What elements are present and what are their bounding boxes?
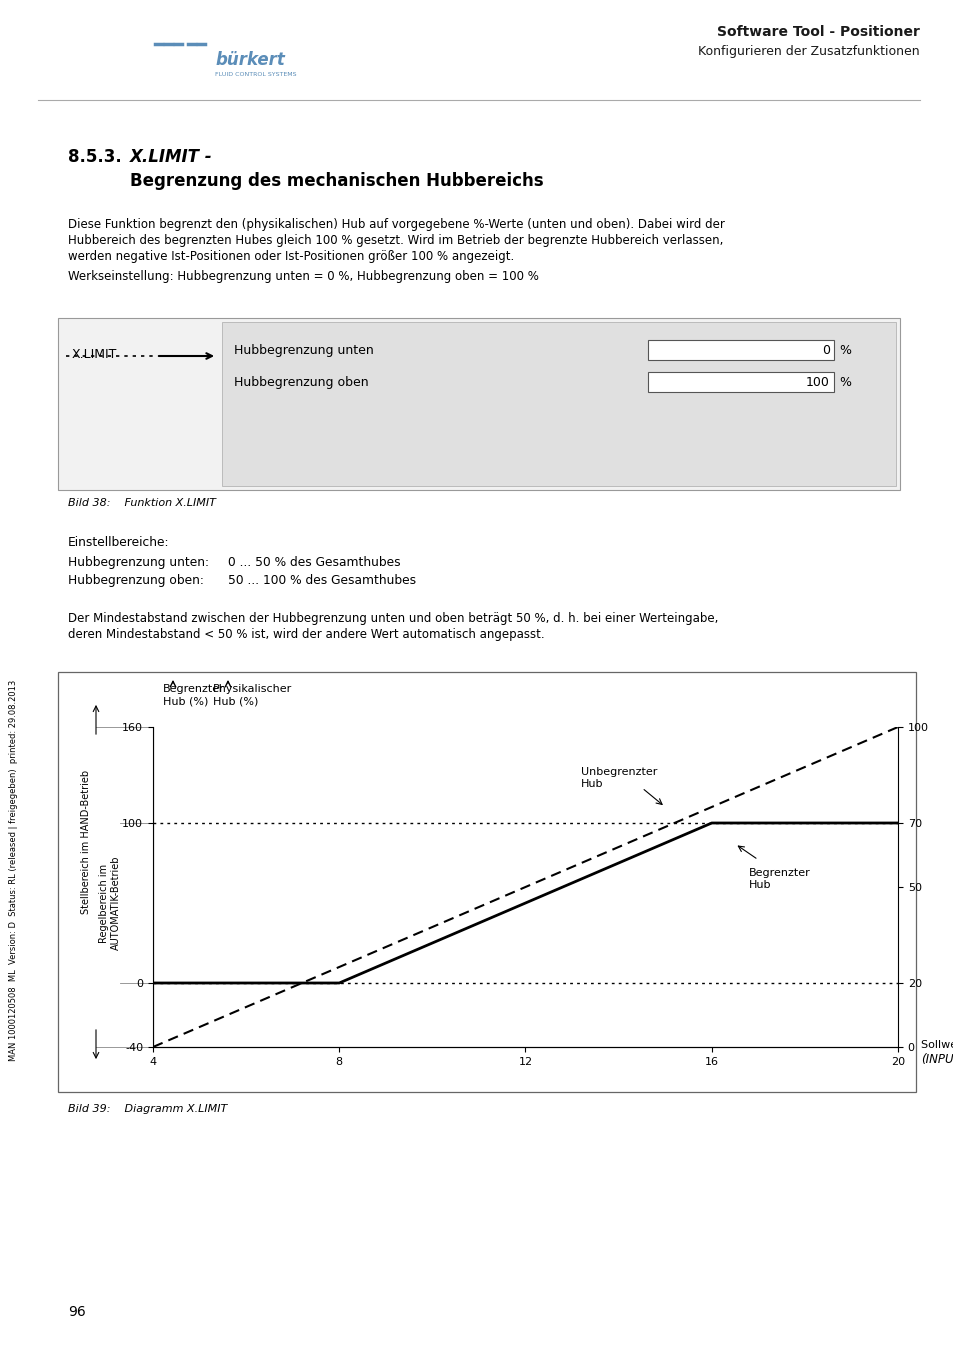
Text: Hub (%): Hub (%) <box>163 697 208 706</box>
Text: Hubbegrenzung oben:: Hubbegrenzung oben: <box>68 574 204 587</box>
Text: Der Mindestabstand zwischen der Hubbegrenzung unten und oben beträgt 50 %, d. h.: Der Mindestabstand zwischen der Hubbegre… <box>68 612 718 625</box>
Text: deutsch: deutsch <box>449 1320 504 1334</box>
Text: 8.5.3.: 8.5.3. <box>68 148 122 166</box>
Text: Unbegrenzter
Hub: Unbegrenzter Hub <box>580 767 657 788</box>
Text: Begrenzter: Begrenzter <box>163 684 225 694</box>
Text: Bild 38:    Funktion X.LIMIT: Bild 38: Funktion X.LIMIT <box>68 498 215 508</box>
Text: Stellbereich im HAND-Betrieb: Stellbereich im HAND-Betrieb <box>81 769 91 914</box>
Text: Werkseinstellung: Hubbegrenzung unten = 0 %, Hubbegrenzung oben = 100 %: Werkseinstellung: Hubbegrenzung unten = … <box>68 270 538 284</box>
Text: bürkert: bürkert <box>214 51 285 69</box>
Text: Sollwert [mA]: Sollwert [mA] <box>920 1040 953 1049</box>
Text: Hubbereich des begrenzten Hubes gleich 100 % gesetzt. Wird im Betrieb der begren: Hubbereich des begrenzten Hubes gleich 1… <box>68 234 722 247</box>
Bar <box>222 323 895 486</box>
Text: Regelbereich im
AUTOMATIK-Betrieb: Regelbereich im AUTOMATIK-Betrieb <box>99 856 121 950</box>
Text: Hubbegrenzung unten: Hubbegrenzung unten <box>233 344 374 356</box>
Text: 0 ... 50 % des Gesamthubes: 0 ... 50 % des Gesamthubes <box>228 556 400 568</box>
Text: (INPUT): (INPUT) <box>920 1053 953 1066</box>
Text: %: % <box>838 344 850 356</box>
Text: Hubbegrenzung oben: Hubbegrenzung oben <box>233 377 368 389</box>
Text: Einstellbereiche:: Einstellbereiche: <box>68 536 170 549</box>
Text: X.LIMIT -: X.LIMIT - <box>130 148 213 166</box>
Bar <box>647 373 833 391</box>
Text: 50 ... 100 % des Gesamthubes: 50 ... 100 % des Gesamthubes <box>228 574 416 587</box>
Bar <box>647 340 833 360</box>
Text: Diese Funktion begrenzt den (physikalischen) Hub auf vorgegebene %-Werte (unten : Diese Funktion begrenzt den (physikalisc… <box>68 217 724 231</box>
Text: 100: 100 <box>805 377 829 389</box>
Text: Hub (%): Hub (%) <box>213 697 258 706</box>
Text: X.LIMIT: X.LIMIT <box>71 348 117 360</box>
Text: werden negative Ist-Positionen oder Ist-Positionen größer 100 % angezeigt.: werden negative Ist-Positionen oder Ist-… <box>68 250 514 263</box>
Text: FLUID CONTROL SYSTEMS: FLUID CONTROL SYSTEMS <box>214 73 296 77</box>
Text: Physikalischer: Physikalischer <box>213 684 292 694</box>
Text: %: % <box>838 377 850 389</box>
Text: MAN 1000120508  ML  Version: D  Status: RL (released | freigegeben)  printed: 29: MAN 1000120508 ML Version: D Status: RL … <box>10 679 18 1061</box>
Bar <box>58 319 899 490</box>
Bar <box>58 672 915 1092</box>
Text: Software Tool - Positioner: Software Tool - Positioner <box>717 26 919 39</box>
Text: Begrenzter
Hub: Begrenzter Hub <box>748 868 810 890</box>
Text: Konfigurieren der Zusatzfunktionen: Konfigurieren der Zusatzfunktionen <box>698 46 919 58</box>
Text: 96: 96 <box>68 1305 86 1319</box>
Text: Hubbegrenzung unten:: Hubbegrenzung unten: <box>68 556 209 568</box>
Text: Bild 39:    Diagramm X.LIMIT: Bild 39: Diagramm X.LIMIT <box>68 1104 227 1114</box>
Text: deren Mindestabstand < 50 % ist, wird der andere Wert automatisch angepasst.: deren Mindestabstand < 50 % ist, wird de… <box>68 628 544 641</box>
Text: Begrenzung des mechanischen Hubbereichs: Begrenzung des mechanischen Hubbereichs <box>130 171 543 190</box>
Text: 0: 0 <box>821 344 829 356</box>
